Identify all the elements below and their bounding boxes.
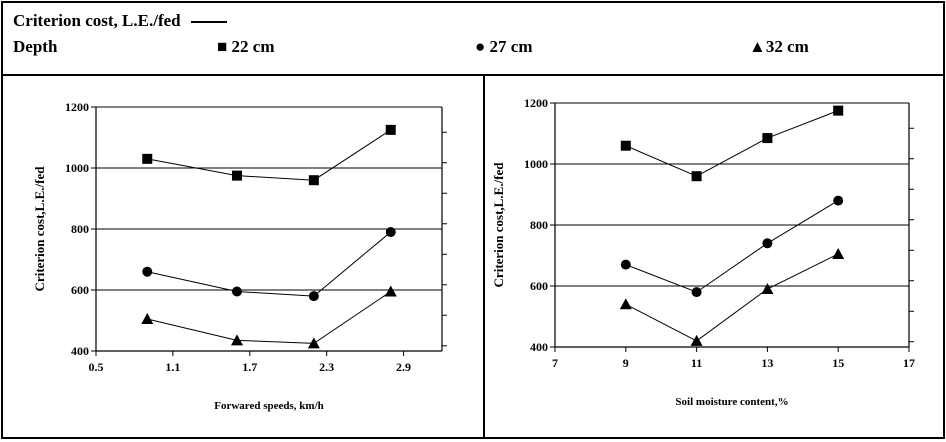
y-axis-title: Criterion cost,L.E./fed	[491, 162, 506, 288]
y-tick-label: 600	[530, 279, 548, 293]
legend-series-27: 27 cm	[489, 37, 533, 56]
square-marker	[762, 133, 773, 144]
y-tick-label: 400	[71, 344, 89, 358]
line-swatch	[190, 21, 227, 24]
legend-series-32: 32 cm	[765, 37, 809, 56]
y-tick-label: 1200	[65, 100, 89, 114]
criterion-legend-row: Criterion cost, L.E./fed	[13, 11, 227, 31]
series-line	[147, 291, 392, 344]
triangle-marker	[619, 298, 632, 310]
speed-chart: 400 600 800 1000 1200 0.5 1.1 1.7 2.3 2.9 Forwared…	[32, 100, 447, 412]
y-tick-label: 800	[71, 222, 89, 236]
x-tick-label: 2.9	[396, 360, 411, 374]
triangle-marker	[141, 312, 154, 324]
triangle-marker	[690, 334, 703, 346]
square-marker	[142, 153, 153, 164]
legend-series-22: 22 cm	[231, 37, 275, 56]
circle-marker	[833, 195, 844, 206]
x-tick-label: 9	[623, 356, 629, 370]
circle-marker	[385, 227, 396, 238]
chart-panel-moisture: 400 600 800 1000 1200 7 9 11 13 15 17 Soil moisture…	[485, 76, 943, 437]
y-tick-label: 600	[71, 283, 89, 297]
legend: Criterion cost, L.E./fed Depth ■ 22 cm ●…	[3, 3, 943, 76]
x-tick-label: 1.1	[165, 360, 180, 374]
square-marker	[691, 171, 702, 182]
x-tick-label: 0.5	[89, 360, 104, 374]
square-marker	[385, 124, 396, 135]
square-marker	[833, 105, 844, 116]
x-tick-label: 11	[691, 356, 702, 370]
series-line	[625, 200, 839, 293]
x-tick-label: 15	[832, 356, 844, 370]
y-tick-label: 800	[530, 218, 548, 232]
circle-marker	[762, 238, 773, 249]
circle-marker	[308, 291, 319, 302]
square-marker	[231, 170, 242, 181]
x-tick-label: 2.3	[319, 360, 334, 374]
circle-marker	[142, 266, 153, 277]
x-tick-label: 7	[552, 356, 558, 370]
series-line	[147, 231, 392, 297]
y-tick-label: 1000	[65, 161, 89, 175]
series-line	[625, 110, 839, 177]
square-marker	[620, 140, 631, 151]
circle-marker	[691, 287, 702, 298]
x-tick-label: 1.7	[242, 360, 257, 374]
triangle-marker-icon: ▲	[749, 37, 766, 56]
y-axis-title: Criterion cost,L.E./fed	[32, 166, 47, 292]
y-tick-label: 1000	[524, 157, 548, 171]
depth-label: Depth	[13, 37, 58, 56]
triangle-marker	[384, 285, 397, 297]
x-tick-label: 17	[903, 356, 915, 370]
legend-entry-27: ● 27 cm	[475, 37, 533, 57]
triangle-marker	[307, 337, 320, 349]
triangle-marker	[832, 247, 845, 259]
chart-panel-speed: 400 600 800 1000 1200 0.5 1.1 1.7 2.3 2.9 Forwared…	[3, 76, 485, 437]
series-line	[625, 253, 839, 342]
criterion-label: Criterion cost, L.E./fed	[13, 11, 181, 30]
x-axis-title: Forwared speeds, km/h	[214, 400, 324, 412]
square-marker	[308, 175, 319, 186]
triangle-marker	[230, 334, 243, 346]
triangle-marker	[761, 283, 774, 295]
x-axis-title: Soil moisture content,%	[675, 396, 788, 408]
circle-marker	[231, 286, 242, 297]
moisture-chart: 400 600 800 1000 1200 7 9 11 13 15 17 Soil moisture…	[491, 96, 915, 408]
y-tick-label: 1200	[524, 96, 548, 110]
square-marker-icon: ■	[217, 37, 228, 56]
legend-entry-32: ▲32 cm	[749, 37, 809, 57]
x-tick-label: 13	[761, 356, 773, 370]
circle-marker-icon: ●	[475, 37, 486, 56]
legend-entry-22: ■ 22 cm	[217, 37, 275, 57]
circle-marker	[620, 259, 631, 270]
y-tick-label: 400	[530, 340, 548, 354]
series-line	[147, 129, 392, 181]
